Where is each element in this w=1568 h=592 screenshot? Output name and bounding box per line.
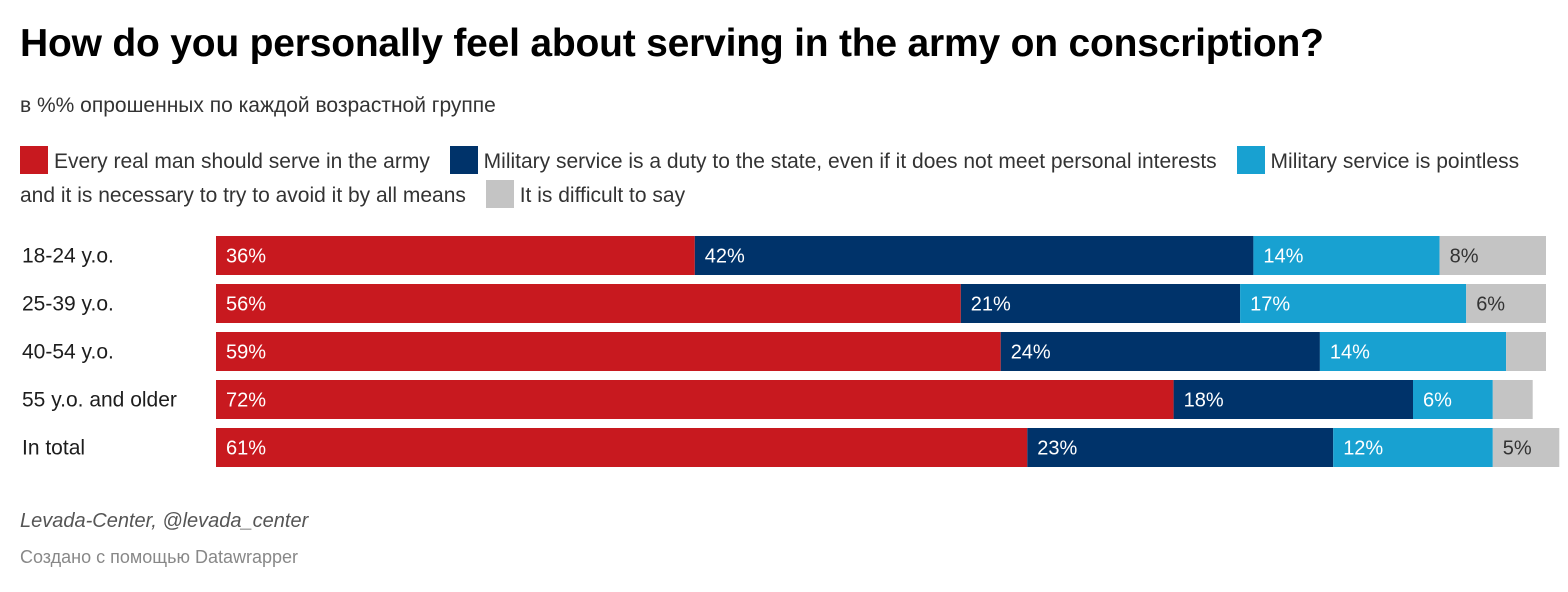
bar-segment bbox=[694, 236, 1254, 275]
bar-segment bbox=[1319, 332, 1507, 371]
source-note: Levada-Center, @levada_center bbox=[20, 510, 309, 532]
bar-value-label: 12% bbox=[1343, 438, 1383, 460]
bar-segment bbox=[1253, 236, 1440, 275]
bar-value-label: 14% bbox=[1330, 342, 1370, 364]
legend-swatch bbox=[1236, 146, 1265, 174]
bar-segment bbox=[1333, 428, 1493, 467]
bar-value-label: 6% bbox=[1476, 294, 1505, 316]
bar-segment bbox=[216, 236, 695, 275]
legend-label: Military service is a duty to the state,… bbox=[483, 150, 1217, 173]
bar-value-label: 14% bbox=[1263, 246, 1303, 268]
bar-segment bbox=[1492, 380, 1533, 419]
bar-value-label: 17% bbox=[1250, 294, 1290, 316]
bar-value-label: 6% bbox=[1423, 390, 1452, 412]
bar-segment bbox=[1466, 284, 1546, 323]
row-label: 40-54 y.o. bbox=[22, 341, 114, 364]
bar-segment bbox=[1506, 332, 1546, 371]
bar-segment bbox=[1000, 332, 1320, 371]
legend-item-duty-to-state: Military service is a duty to the state,… bbox=[449, 146, 1217, 174]
bar-value-label: 61% bbox=[226, 438, 266, 460]
bar-segment bbox=[1439, 236, 1546, 275]
legend-label: Military service is pointless and it is … bbox=[20, 150, 1520, 207]
bar-value-label: 5% bbox=[1503, 438, 1532, 460]
bar-value-label: 59% bbox=[226, 342, 266, 364]
bar-value-label: 23% bbox=[1037, 438, 1077, 460]
legend-swatch bbox=[485, 180, 514, 208]
credit-note: Создано с помощью Datawrapper bbox=[20, 547, 299, 567]
chart-subtitle: в %% опрошенных по каждой возрастной гру… bbox=[20, 94, 496, 117]
chart-title: How do you personally feel about serving… bbox=[20, 22, 1324, 65]
bar-segment bbox=[1173, 380, 1413, 419]
row-label: 18-24 y.o. bbox=[22, 245, 114, 268]
legend-label: Every real man should serve in the army bbox=[54, 150, 430, 173]
bar-value-label: 42% bbox=[705, 246, 745, 268]
bar-segment bbox=[1240, 284, 1467, 323]
legend-item-difficult-to-say: It is difficult to say bbox=[485, 180, 686, 208]
bar-segment bbox=[1027, 428, 1334, 467]
legend-item-every-real-man: Every real man should serve in the army bbox=[20, 146, 430, 174]
legend-item-pointless: Military service is pointless and it is … bbox=[20, 146, 1520, 207]
bar-value-label: 72% bbox=[226, 390, 266, 412]
bar-segment bbox=[216, 380, 1174, 419]
bar-segment bbox=[1413, 380, 1493, 419]
bar-value-label: 24% bbox=[1011, 342, 1051, 364]
bar-segment bbox=[216, 332, 1001, 371]
bar-segment bbox=[1492, 428, 1560, 467]
legend-swatch bbox=[20, 146, 48, 174]
legend: Every real man should serve in the army … bbox=[20, 145, 1530, 213]
bar-segment bbox=[216, 428, 1028, 467]
legend-swatch bbox=[449, 146, 478, 174]
bar-segment bbox=[216, 284, 961, 323]
row-label: 55 y.o. and older bbox=[22, 389, 177, 412]
bar-value-label: 56% bbox=[226, 294, 266, 316]
row-label: 25-39 y.o. bbox=[22, 293, 114, 316]
bar-value-label: 8% bbox=[1450, 246, 1479, 268]
bar-value-label: 18% bbox=[1184, 390, 1224, 412]
row-label: In total bbox=[22, 437, 85, 460]
legend-label: It is difficult to say bbox=[519, 184, 686, 207]
bar-segment bbox=[960, 284, 1241, 323]
bar-value-label: 36% bbox=[226, 246, 266, 268]
bar-value-label: 21% bbox=[971, 294, 1011, 316]
